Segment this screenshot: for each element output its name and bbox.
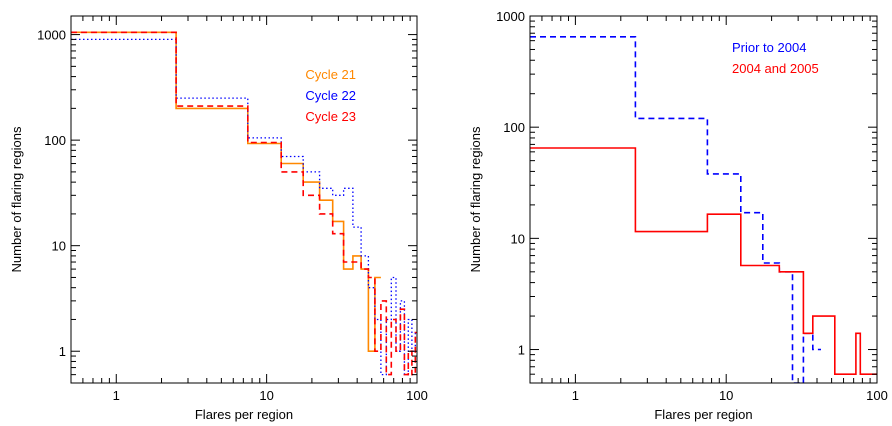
series-line-2004-and-2005	[530, 147, 877, 375]
x-tick-label: 100	[406, 388, 428, 403]
left-chart-legend-cycle-22: Cycle 22	[305, 88, 356, 103]
x-tick-label: 1	[572, 388, 579, 403]
y-tick-label: 100	[44, 133, 66, 148]
x-tick-label: 1	[113, 388, 120, 403]
right-chart-y-axis-label: Number of flaring regions	[468, 126, 483, 272]
right-chart-plot-frame	[529, 15, 878, 384]
right-chart-legend-prior-to-2004: Prior to 2004	[732, 40, 806, 55]
series-line-cycle-23	[71, 31, 417, 376]
x-tick-label: 10	[719, 388, 733, 403]
y-tick-label: 1000	[496, 9, 525, 24]
left-chart-x-axis-label: Flares per region	[195, 407, 293, 422]
y-tick-label: 10	[511, 231, 525, 246]
left-chart-plot-frame	[70, 15, 418, 384]
y-tick-label: 100	[503, 120, 525, 135]
right-chart-ticks: 1 10 100 1 10 100 1000	[496, 9, 888, 403]
series-line-prior-to-2004	[530, 36, 821, 383]
left-chart-ticks: 1 10 100 1 10 100 1000	[37, 16, 428, 403]
right-chart-legend-2004-and-2005: 2004 and 2005	[732, 61, 819, 76]
left-chart-legend-cycle-23: Cycle 23	[305, 109, 356, 124]
x-tick-label: 100	[866, 388, 888, 403]
left-chart-series-group	[71, 31, 417, 376]
right-chart-x-axis-label: Flares per region	[654, 407, 752, 422]
y-tick-label: 1	[59, 344, 66, 359]
x-tick-label: 10	[259, 388, 273, 403]
left-chart-legend-cycle-21: Cycle 21	[305, 67, 356, 82]
right-chart-panel: 1 10 100 1 10 100 1000 Flares per region Numbe…	[468, 9, 888, 422]
y-tick-label: 1	[518, 343, 525, 358]
series-line-cycle-22	[71, 38, 417, 376]
right-chart-series-group	[530, 36, 877, 383]
left-chart-y-axis-label: Number of flaring regions	[9, 126, 24, 272]
left-chart-panel: 1 10 100 1 10 100 1000 Flares per region Numbe…	[9, 15, 428, 422]
y-tick-label: 10	[52, 239, 66, 254]
y-tick-label: 1000	[37, 28, 66, 43]
